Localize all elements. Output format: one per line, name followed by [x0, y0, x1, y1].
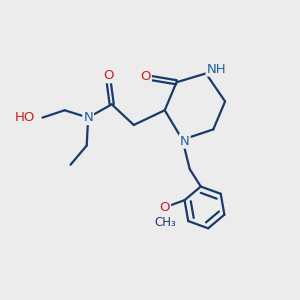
Text: N: N — [180, 135, 190, 148]
Text: NH: NH — [206, 62, 226, 76]
Text: CH₃: CH₃ — [154, 216, 176, 229]
Text: N: N — [83, 111, 93, 124]
Text: O: O — [160, 201, 170, 214]
Text: HO: HO — [15, 111, 35, 124]
Text: O: O — [140, 70, 151, 83]
Text: O: O — [103, 69, 114, 82]
